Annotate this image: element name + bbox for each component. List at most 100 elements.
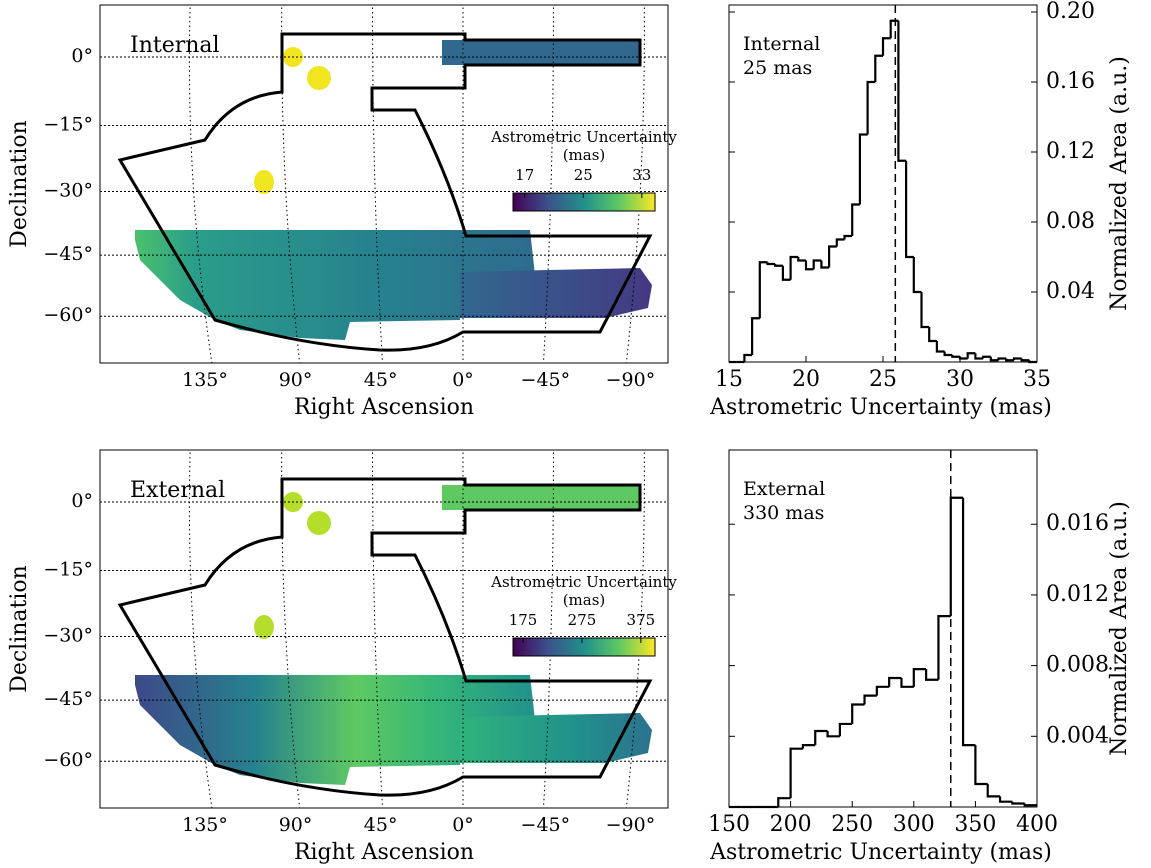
- histogram-step: [974, 745, 988, 786]
- histogram-step: [774, 264, 783, 267]
- y-tick-label: 0.04: [1046, 279, 1095, 304]
- histogram-step: [812, 259, 822, 270]
- survey-patch: [254, 170, 274, 194]
- x-tick-label: 15: [715, 367, 743, 392]
- histogram-step: [789, 747, 803, 799]
- x-tick-label: 350: [954, 812, 996, 837]
- histogram-step: [912, 257, 922, 294]
- histogram-step: [851, 703, 865, 724]
- histogram-step: [1012, 357, 1022, 361]
- y-tick-label: 0.12: [1046, 139, 1095, 164]
- colorbar: [512, 637, 656, 657]
- histogram-step: [789, 255, 799, 280]
- y-tick-label: −30°: [43, 180, 93, 202]
- histogram-step: [838, 722, 853, 737]
- colorbar-tick-label: 25: [574, 166, 593, 184]
- map-content: [100, 5, 668, 363]
- x-tick-label: −90°: [606, 369, 656, 391]
- colorbar-title: Astrometric Uncertainty: [490, 128, 677, 146]
- histogram-step: [912, 668, 927, 687]
- survey-band: [135, 230, 535, 340]
- x-tick-label: 0°: [452, 814, 474, 836]
- x-axis-label: Astrometric Uncertainty (mas): [709, 840, 1052, 865]
- y-axis-label: Normalized Area (a.u.): [1107, 501, 1132, 756]
- histogram-step: [777, 797, 791, 807]
- histogram-step: [835, 238, 845, 247]
- meridian-line: [625, 450, 645, 808]
- x-axis-label: Right Ascension: [294, 395, 474, 420]
- colorbar-tick-label: 175: [509, 611, 538, 629]
- histogram-step: [866, 80, 876, 135]
- survey-patch: [254, 615, 274, 639]
- histogram-step: [920, 292, 930, 329]
- annotation: 330 mas: [743, 502, 824, 524]
- x-tick-label: −90°: [606, 814, 656, 836]
- meridian-line: [542, 450, 554, 808]
- y-tick-label: 0.016: [1046, 511, 1109, 536]
- colorbar-tick-label: 17: [515, 166, 534, 184]
- histogram-step: [743, 353, 753, 362]
- histogram-step: [900, 677, 914, 688]
- axes-frame: [728, 449, 1038, 808]
- histogram-step: [826, 731, 840, 738]
- histogram-step: [1020, 358, 1030, 362]
- y-tick-label: 0.08: [1046, 209, 1095, 234]
- y-tick-label: −60°: [43, 304, 93, 326]
- meridian-line: [372, 450, 384, 808]
- annotation: External: [743, 478, 825, 500]
- meridian-line: [281, 5, 301, 363]
- x-tick-label: 30: [946, 367, 974, 392]
- y-axis-label: Declination: [7, 120, 32, 248]
- colorbar-tick-label: 275: [568, 611, 597, 629]
- map-area: [100, 5, 668, 363]
- meridian-line: [188, 5, 213, 363]
- histogram-step: [814, 729, 828, 746]
- x-tick-label: 45°: [364, 369, 398, 391]
- meridian-line: [625, 5, 645, 363]
- histogram-step: [986, 784, 1001, 798]
- histogram-step: [904, 160, 914, 259]
- histogram-step: [827, 245, 837, 268]
- meridian-line: [188, 450, 213, 808]
- survey-band: [460, 713, 652, 763]
- histogram-step: [820, 260, 830, 269]
- x-tick-label: 300: [893, 812, 935, 837]
- histogram-step: [863, 694, 877, 705]
- histogram-step: [758, 261, 768, 319]
- map-label: External: [130, 478, 225, 503]
- y-axis-label: Normalized Area (a.u.): [1107, 56, 1132, 311]
- y-tick-label: 0.012: [1046, 582, 1109, 607]
- survey-patch: [307, 66, 331, 90]
- x-tick-label: 20: [792, 367, 820, 392]
- meridian-line: [542, 5, 554, 363]
- histogram-step: [961, 497, 976, 747]
- footprint-outline: [117, 477, 653, 797]
- x-tick-label: 0°: [452, 369, 474, 391]
- map-label: Internal: [130, 33, 220, 58]
- histogram-step: [958, 356, 968, 360]
- histogram-step: [925, 669, 939, 681]
- y-tick-label: −30°: [43, 625, 93, 647]
- map-area: [100, 450, 668, 808]
- histogram-step: [937, 615, 951, 680]
- y-tick-label: 0°: [71, 45, 93, 67]
- x-tick-label: 400: [1016, 812, 1058, 837]
- x-tick-label: 25: [869, 367, 897, 392]
- histogram-step: [928, 327, 937, 343]
- y-tick-label: 0.16: [1046, 69, 1095, 94]
- map-panel: 0° −15° −30° −45° −60° 135° 90° 45° 0° −45° −90° Ex…: [7, 449, 677, 865]
- y-tick-label: 0.20: [1046, 0, 1095, 24]
- histogram-step: [943, 351, 953, 357]
- survey-patch: [307, 511, 331, 535]
- annotation: 25 mas: [743, 57, 812, 79]
- survey-band: [460, 268, 652, 318]
- histogram-step: [951, 355, 960, 358]
- x-tick-label: −45°: [521, 814, 571, 836]
- y-tick-label: −45°: [43, 688, 93, 710]
- meridian-line: [372, 5, 384, 363]
- histogram-step: [998, 796, 1013, 803]
- survey-band: [135, 675, 535, 785]
- histogram-step: [781, 265, 791, 281]
- colorbar-units: (mas): [563, 591, 606, 609]
